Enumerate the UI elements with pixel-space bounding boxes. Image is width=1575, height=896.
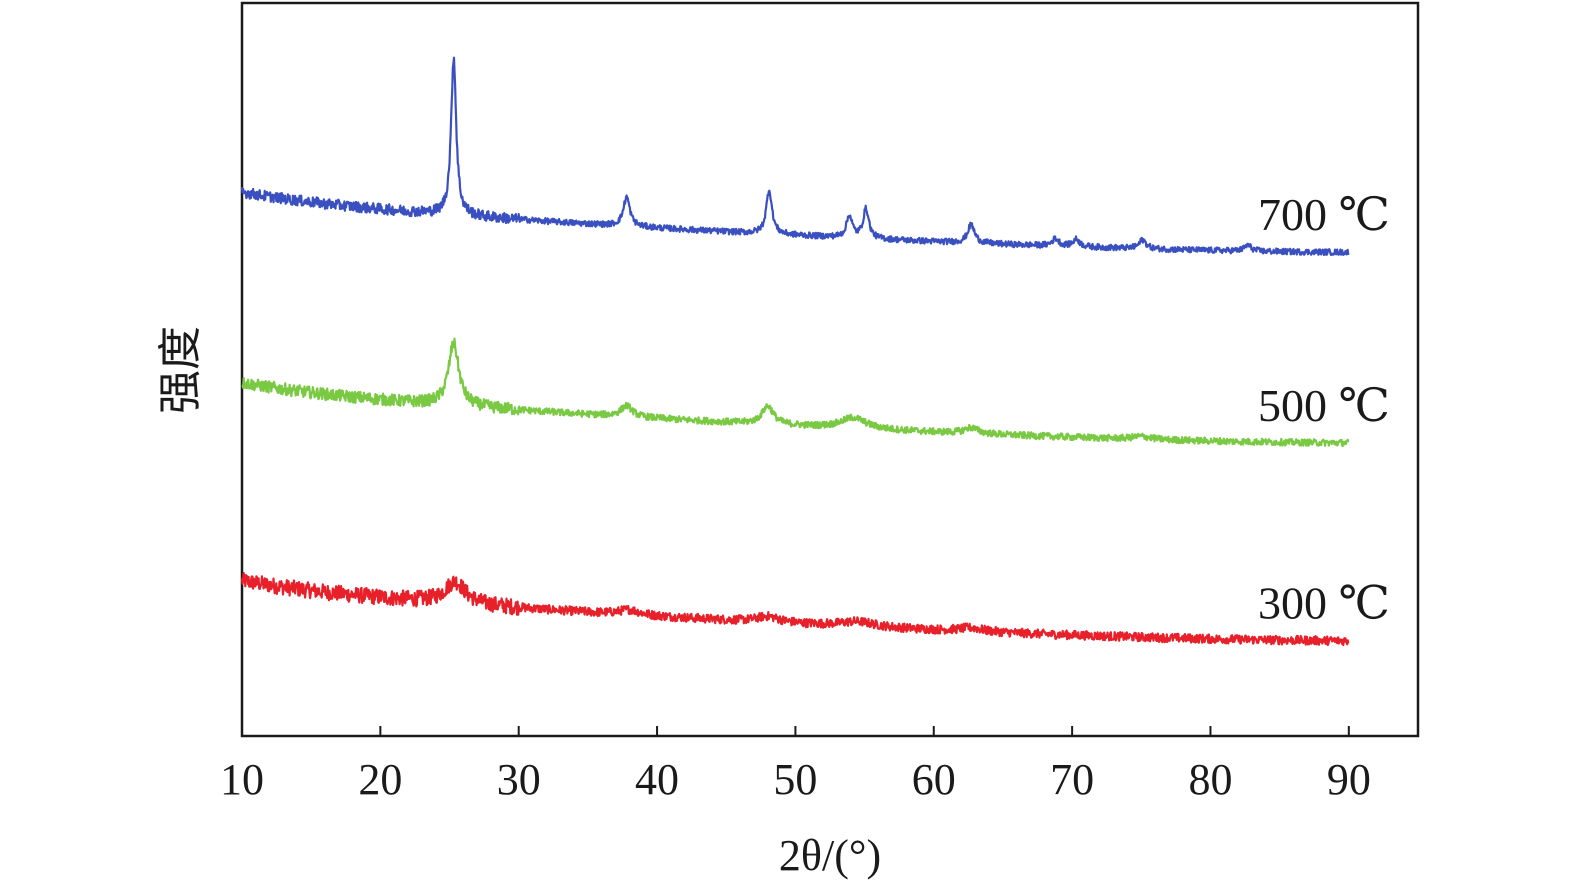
x-tick-label: 50 [773, 755, 817, 804]
plot-frame [240, 1, 1420, 738]
x-tick-label: 80 [1188, 755, 1232, 804]
y-axis-title: 强度 [155, 326, 206, 414]
x-tick-label: 10 [220, 755, 264, 804]
x-tick-label: 90 [1327, 755, 1371, 804]
x-tick-label: 70 [1050, 755, 1094, 804]
series-line [241, 337, 1350, 448]
x-tick-label: 30 [497, 755, 541, 804]
x-tick-label: 20 [358, 755, 402, 804]
series-line [240, 571, 1350, 647]
series-line [240, 56, 1350, 257]
x-axis-title: 2θ/(°) [779, 831, 881, 880]
x-tick-label: 40 [635, 755, 679, 804]
series-labels: 300 ℃ 500 ℃ 700 ℃ [1258, 189, 1390, 628]
series-layer [240, 56, 1350, 647]
series-label: 700 ℃ [1258, 189, 1390, 240]
x-axis-ticks: 10 20 30 40 50 60 70 80 90 [220, 726, 1371, 804]
series-label: 300 ℃ [1258, 578, 1390, 629]
series-label: 500 ℃ [1258, 380, 1390, 431]
x-tick-label: 60 [912, 755, 956, 804]
